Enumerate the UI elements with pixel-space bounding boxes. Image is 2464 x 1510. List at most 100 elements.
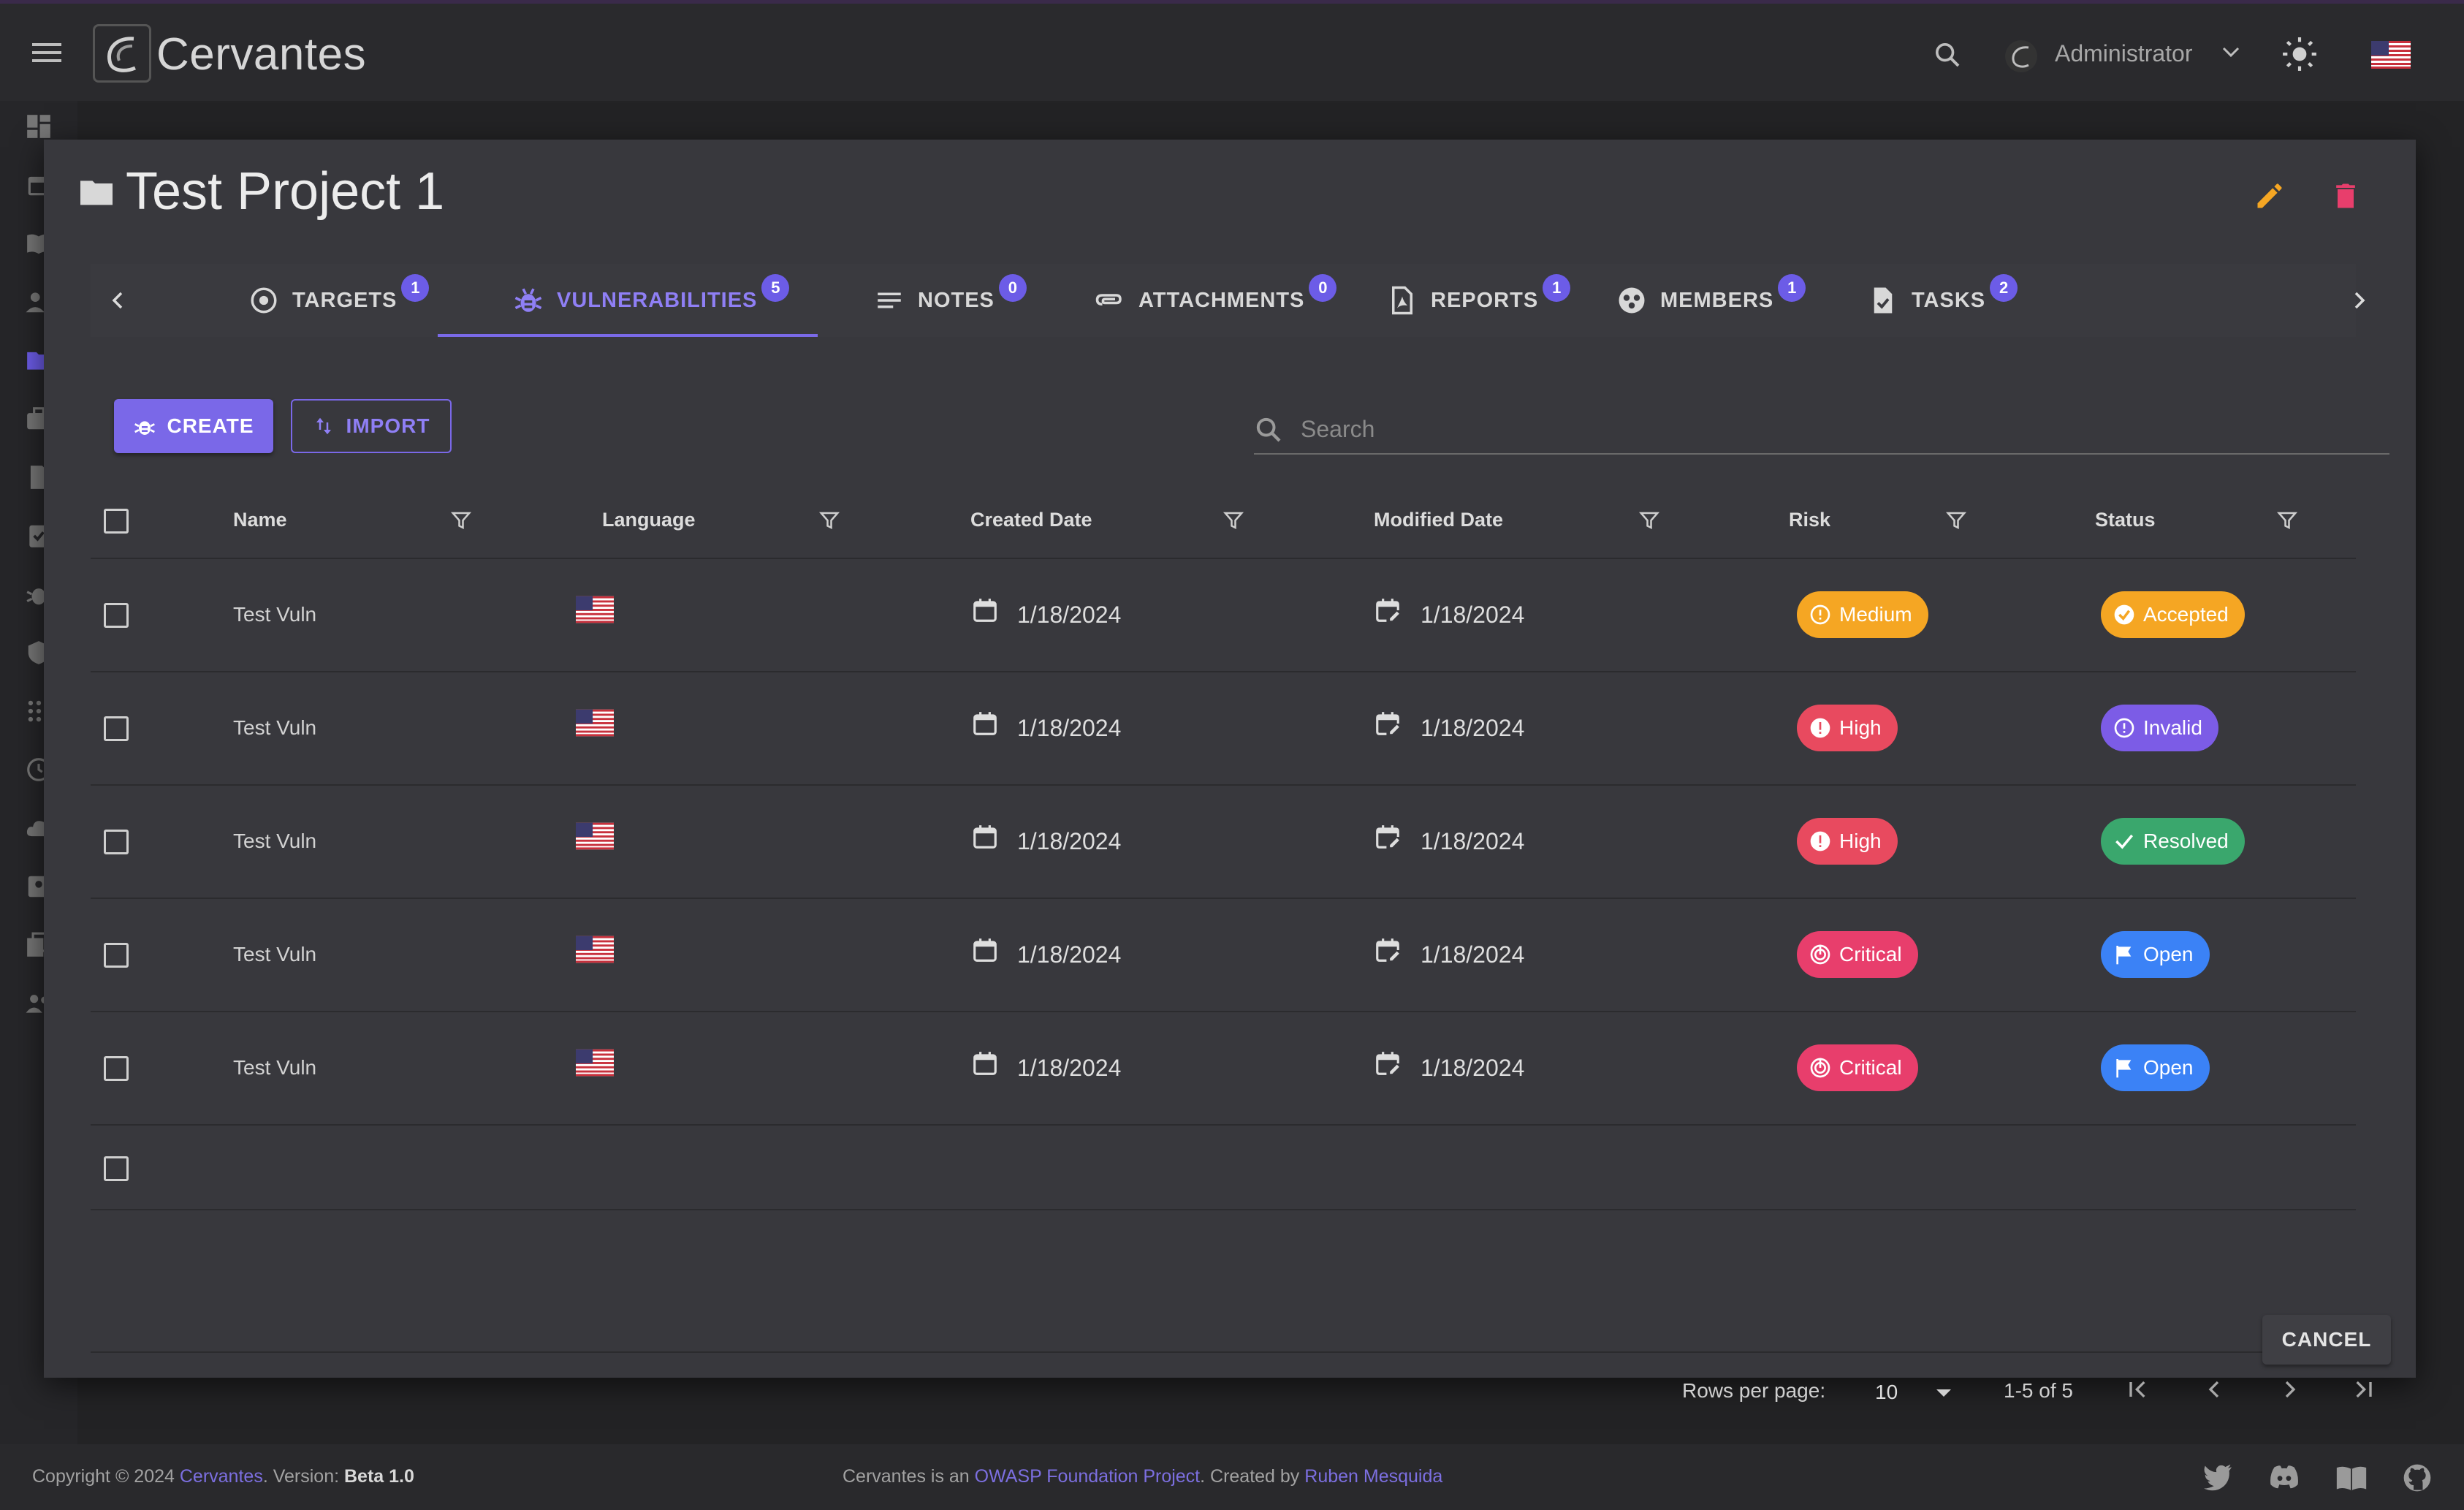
filter-icon[interactable] <box>818 509 840 531</box>
status-badge: Open <box>2101 1044 2210 1091</box>
column-header-risk[interactable]: Risk <box>1789 509 1831 531</box>
filter-icon[interactable] <box>2276 509 2298 531</box>
table-row[interactable]: Test Vuln 1/18/2024 1/18/2024 High Inval… <box>91 672 2356 786</box>
search-input[interactable] <box>1301 411 2324 447</box>
filter-icon[interactable] <box>1638 509 1660 531</box>
us-flag-icon <box>576 822 614 850</box>
filter-icon[interactable] <box>1945 509 1967 531</box>
tabs-scroll-left-icon[interactable] <box>107 286 129 315</box>
user-avatar-icon[interactable] <box>2004 39 2039 74</box>
table-row-empty <box>91 1126 2356 1210</box>
create-button[interactable]: CREATE <box>114 399 273 453</box>
column-header-created-date[interactable]: Created Date <box>970 509 1092 531</box>
check-icon <box>2113 830 2136 853</box>
search-field[interactable] <box>1254 406 2389 455</box>
check-circle-icon <box>2113 603 2136 626</box>
first-page-icon[interactable] <box>2123 1375 2153 1404</box>
status-badge: Resolved <box>2101 818 2245 865</box>
tab-attachments[interactable]: ATTACHMENTS 0 <box>1095 264 1337 337</box>
caret-down-icon[interactable] <box>1935 1388 1952 1398</box>
tab-notes[interactable]: NOTES 0 <box>874 264 1027 337</box>
user-name[interactable]: Administrator <box>2055 40 2193 67</box>
row-checkbox[interactable] <box>104 830 129 854</box>
count-badge: 1 <box>401 274 430 302</box>
count-badge: 1 <box>1543 274 1571 302</box>
owasp-link[interactable]: OWASP Foundation Project <box>974 1466 1201 1487</box>
task-check-icon[interactable] <box>22 519 56 553</box>
tab-targets[interactable]: TARGETS 1 <box>248 264 430 337</box>
users-icon[interactable] <box>22 285 56 319</box>
us-flag-icon <box>576 596 614 623</box>
tabs-scroll-right-icon[interactable] <box>2349 286 2370 315</box>
calendar-icon <box>971 709 999 738</box>
us-flag-icon <box>576 1049 614 1077</box>
tab-reports[interactable]: REPORTS 1 <box>1387 264 1571 337</box>
tab-members[interactable]: MEMBERS 1 <box>1616 264 1806 337</box>
rows-per-page-select[interactable]: 10 <box>1875 1381 1898 1403</box>
previous-page-icon[interactable] <box>2199 1375 2229 1404</box>
table-row[interactable]: Test Vuln 1/18/2024 1/18/2024 High Resol… <box>91 786 2356 899</box>
footer-credits: Cervantes is an OWASP Foundation Project… <box>843 1466 1442 1487</box>
modified-date: 1/18/2024 <box>1421 828 1525 854</box>
docs-book-icon[interactable] <box>2335 1463 2368 1492</box>
bug-icon <box>513 285 544 316</box>
risk-badge: Critical <box>1797 931 1918 978</box>
row-checkbox[interactable] <box>104 603 129 628</box>
table-row[interactable]: Test Vuln 1/18/2024 1/18/2024 Critical O… <box>91 1012 2356 1126</box>
chevron-down-icon[interactable] <box>2221 45 2240 58</box>
tab-label: MEMBERS <box>1660 288 1774 312</box>
status-label: Resolved <box>2143 830 2229 852</box>
next-page-icon[interactable] <box>2275 1375 2305 1404</box>
table-row[interactable]: Test Vuln 1/18/2024 1/18/2024 Critical O… <box>91 899 2356 1012</box>
cancel-button[interactable]: CANCEL <box>2262 1315 2391 1365</box>
table-row[interactable]: Test Vuln 1/18/2024 1/18/2024 Medium Acc… <box>91 559 2356 672</box>
status-label: Open <box>2143 1056 2194 1079</box>
calendar-icon <box>971 822 999 851</box>
risk-label: Critical <box>1839 943 1902 965</box>
theme-toggle-icon[interactable] <box>2281 36 2318 72</box>
vuln-name[interactable]: Test Vuln <box>233 603 317 626</box>
document-icon[interactable] <box>22 460 56 494</box>
vuln-name[interactable]: Test Vuln <box>233 1056 317 1079</box>
last-page-icon[interactable] <box>2349 1375 2378 1404</box>
tab-label: TARGETS <box>292 288 398 312</box>
risk-label: Medium <box>1839 603 1912 626</box>
column-header-language[interactable]: Language <box>602 509 696 531</box>
tab-bar: TARGETS 1 VULNERABILITIES 5 NOTES 0 ATTA… <box>91 264 2365 337</box>
cervantes-link[interactable]: Cervantes <box>179 1466 263 1487</box>
dashboard-icon[interactable] <box>22 110 56 143</box>
delete-icon[interactable] <box>2330 180 2362 212</box>
version-prefix: . Version: <box>262 1466 344 1487</box>
row-checkbox[interactable] <box>104 1156 129 1181</box>
row-checkbox[interactable] <box>104 943 129 968</box>
row-checkbox[interactable] <box>104 1056 129 1081</box>
create-label: CREATE <box>167 414 254 437</box>
cancel-label: CANCEL <box>2281 1328 2372 1351</box>
us-flag-icon <box>576 936 614 963</box>
column-header-modified-date[interactable]: Modified Date <box>1374 509 1504 531</box>
tab-vulnerabilities[interactable]: VULNERABILITIES 5 <box>513 264 790 337</box>
column-header-status[interactable]: Status <box>2095 509 2156 531</box>
vuln-name[interactable]: Test Vuln <box>233 716 317 739</box>
twitter-icon[interactable] <box>2202 1463 2233 1492</box>
row-checkbox[interactable] <box>104 716 129 741</box>
vuln-name[interactable]: Test Vuln <box>233 830 317 852</box>
filter-icon[interactable] <box>450 509 472 531</box>
github-icon[interactable] <box>2403 1463 2432 1492</box>
edit-icon[interactable] <box>2254 180 2286 212</box>
us-flag-icon[interactable] <box>2371 41 2411 69</box>
tab-tasks[interactable]: TASKS 2 <box>1868 264 2018 337</box>
filter-icon[interactable] <box>1223 509 1244 531</box>
author-link[interactable]: Ruben Mesquida <box>1304 1466 1443 1487</box>
search-icon[interactable] <box>1933 40 1962 69</box>
pdf-icon <box>1387 285 1418 316</box>
calendar-icon <box>971 936 999 965</box>
discord-icon[interactable] <box>2268 1463 2300 1492</box>
count-badge: 0 <box>1309 274 1337 302</box>
column-header-name[interactable]: Name <box>233 509 287 531</box>
select-all-checkbox[interactable] <box>104 509 129 534</box>
menu-icon[interactable] <box>32 40 61 65</box>
created-date: 1/18/2024 <box>1017 1055 1122 1081</box>
import-button[interactable]: IMPORT <box>291 399 452 453</box>
vuln-name[interactable]: Test Vuln <box>233 943 317 965</box>
